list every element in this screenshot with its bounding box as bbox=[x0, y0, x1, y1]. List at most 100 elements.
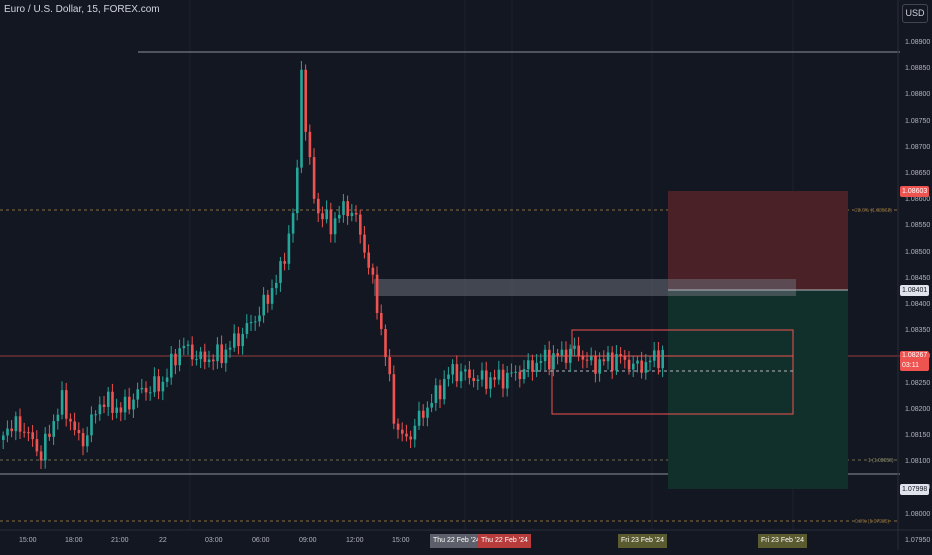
candle-body bbox=[333, 218, 337, 235]
candle-body bbox=[447, 374, 450, 380]
candle-body bbox=[123, 396, 127, 413]
time-axis-label: 15:00 bbox=[392, 537, 410, 544]
candle-body bbox=[338, 214, 341, 219]
candle-body bbox=[396, 423, 400, 430]
candle-body bbox=[367, 252, 370, 268]
candle-body bbox=[342, 201, 345, 215]
candle-body bbox=[317, 198, 320, 214]
entry-price-tag: 1.08401 bbox=[900, 285, 930, 296]
candle-body bbox=[77, 430, 81, 434]
time-badge-b: Thu 22 Feb '24 bbox=[478, 534, 531, 548]
candle-body bbox=[140, 387, 144, 390]
candle-body bbox=[640, 360, 643, 373]
candle-body bbox=[245, 323, 249, 334]
candle-body bbox=[111, 391, 114, 413]
candle-body bbox=[191, 344, 194, 360]
price-axis-label: 1.08250 bbox=[905, 379, 931, 387]
candle-body bbox=[157, 376, 160, 392]
candle-body bbox=[254, 321, 257, 323]
price-axis-label: 1.08600 bbox=[905, 196, 931, 204]
price-axis-label: 1.07950 bbox=[905, 536, 931, 544]
current-price-tag: 1.08267 03:11 bbox=[900, 351, 930, 371]
candle-body bbox=[308, 131, 312, 158]
candle-body bbox=[291, 213, 295, 234]
candle-body bbox=[195, 359, 198, 361]
candle-body bbox=[186, 344, 190, 346]
candle-body bbox=[220, 344, 223, 364]
candle-body bbox=[653, 350, 656, 361]
candle-body bbox=[224, 349, 228, 364]
candle-body bbox=[506, 372, 509, 389]
candle-body bbox=[514, 371, 517, 373]
candle-body bbox=[413, 425, 417, 440]
candle-body bbox=[405, 433, 408, 437]
candles bbox=[2, 61, 664, 470]
price-axis-label: 1.08100 bbox=[905, 458, 931, 466]
candle-body bbox=[60, 390, 64, 415]
candle-body bbox=[35, 439, 39, 452]
price-axis-label: 1.08450 bbox=[905, 274, 931, 282]
candle-body bbox=[573, 345, 576, 349]
candle-body bbox=[81, 433, 85, 447]
candle-body bbox=[455, 364, 459, 382]
candle-body bbox=[648, 360, 652, 363]
candle-body bbox=[543, 349, 547, 362]
candle-body bbox=[552, 353, 555, 370]
candle-body bbox=[165, 377, 169, 382]
candle-body bbox=[56, 414, 60, 422]
candle-body bbox=[86, 435, 89, 447]
time-axis-label: 12:00 bbox=[346, 537, 364, 544]
candle-body bbox=[480, 370, 484, 380]
price-axis-label: 1.08700 bbox=[905, 143, 931, 151]
candle-body bbox=[27, 432, 30, 434]
candle-body bbox=[434, 385, 438, 403]
candle-body bbox=[170, 353, 173, 378]
time-badge-a: Thu 22 Feb '24 bbox=[430, 534, 483, 548]
candle-body bbox=[216, 344, 219, 362]
candle-body bbox=[485, 370, 488, 389]
time-axis-label: 18:00 bbox=[65, 537, 83, 544]
candle-body bbox=[23, 431, 26, 433]
candle-body bbox=[136, 389, 139, 400]
candle-body bbox=[644, 362, 648, 373]
candle-body bbox=[531, 360, 534, 372]
candle-body bbox=[174, 353, 177, 366]
candle-body bbox=[132, 399, 135, 410]
candle-body bbox=[153, 376, 156, 393]
candle-body bbox=[65, 390, 68, 419]
candle-body bbox=[144, 387, 148, 393]
candle-body bbox=[182, 345, 186, 349]
candle-body bbox=[249, 322, 253, 324]
candle-body bbox=[44, 433, 47, 461]
candle-body bbox=[627, 359, 631, 370]
current-price-value: 1.08267 bbox=[902, 352, 928, 359]
candle-body bbox=[451, 364, 454, 375]
candle-body bbox=[178, 348, 181, 366]
candle-body bbox=[98, 404, 102, 415]
candle-body bbox=[266, 294, 270, 304]
candle-body bbox=[606, 352, 610, 362]
candle-body bbox=[346, 201, 349, 217]
candle-body bbox=[615, 354, 618, 371]
currency-button[interactable]: USD bbox=[902, 4, 928, 23]
price-axis-label: 1.08400 bbox=[905, 301, 931, 308]
candle-body bbox=[590, 356, 593, 361]
price-axis-label: 1.08800 bbox=[905, 91, 931, 99]
price-axis-label: 1.08850 bbox=[905, 65, 931, 73]
candle-body bbox=[258, 315, 261, 322]
candle-body bbox=[128, 396, 131, 410]
candle-body bbox=[489, 377, 492, 389]
candle-body bbox=[115, 407, 118, 413]
price-axis-label: 1.08350 bbox=[905, 327, 931, 335]
candle-body bbox=[48, 433, 51, 437]
fib-mid-label: 1 (1.08050) bbox=[868, 458, 894, 464]
price-axis-label: 1.08900 bbox=[905, 39, 931, 46]
candle-body bbox=[283, 261, 286, 264]
candle-body bbox=[577, 345, 580, 356]
candle-body bbox=[518, 371, 522, 380]
symbol-title: Euro / U.S. Dollar, 15, FOREX.com bbox=[4, 4, 160, 15]
candle-body bbox=[199, 351, 202, 360]
candle-body bbox=[228, 347, 232, 350]
